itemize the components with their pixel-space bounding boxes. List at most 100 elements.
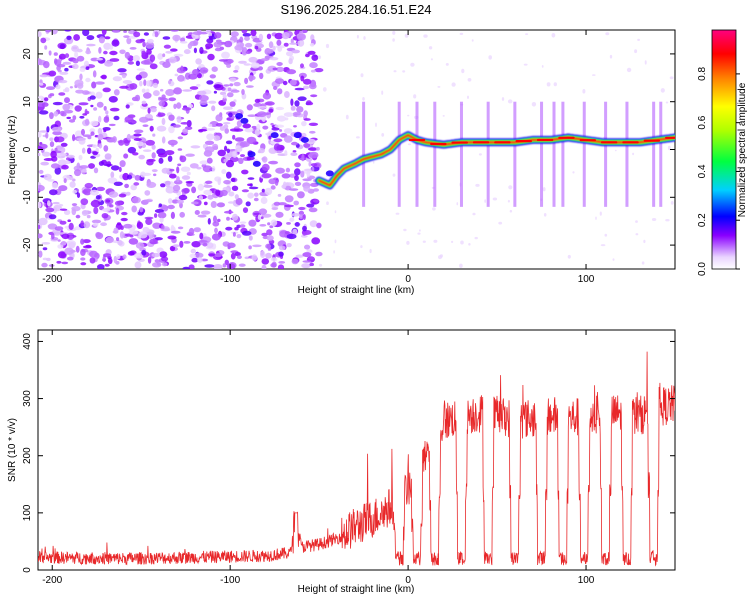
noise-blob: [243, 63, 251, 66]
noise-blob: [542, 187, 546, 192]
noise-blob: [168, 56, 177, 64]
noise-blob: [197, 183, 204, 191]
spectrogram-streaks: [362, 101, 663, 207]
noise-blob: [132, 55, 140, 62]
noise-blob: [58, 203, 64, 207]
noise-blob: [47, 200, 51, 207]
noise-blob: [147, 256, 152, 264]
noise-blob: [43, 61, 50, 69]
noise-blob: [96, 57, 103, 61]
noise-blob: [176, 176, 180, 183]
spectrogram-ytick-label: -10: [22, 190, 33, 205]
noise-blob: [50, 150, 57, 158]
noise-blob: [227, 201, 235, 204]
noise-blob: [170, 230, 181, 234]
noise-blob: [82, 188, 92, 196]
noise-blob: [199, 46, 204, 55]
noise-blob: [234, 147, 243, 152]
noise-blob: [217, 178, 221, 186]
noise-blob: [248, 186, 259, 190]
noise-blob: [139, 116, 149, 123]
noise-blob: [310, 163, 318, 167]
noise-blob: [199, 67, 209, 74]
noise-blob: [136, 221, 144, 229]
noise-blob: [204, 140, 215, 145]
noise-blob: [235, 113, 244, 120]
noise-blob: [125, 104, 130, 109]
noise-blob: [246, 136, 257, 145]
noise-blob: [311, 166, 315, 172]
noise-blob: [168, 125, 175, 134]
noise-blob: [123, 35, 130, 38]
noise-blob: [284, 150, 288, 156]
noise-blob: [213, 41, 222, 48]
noise-blob: [158, 203, 162, 207]
noise-blob: [173, 103, 177, 110]
noise-blob: [222, 93, 227, 99]
noise-blob: [157, 53, 164, 60]
noise-blob: [206, 133, 215, 141]
noise-blob: [211, 166, 216, 172]
noise-blob: [274, 124, 285, 128]
vertical-streak: [433, 101, 437, 207]
noise-blob: [161, 167, 170, 174]
noise-blob: [213, 264, 223, 269]
noise-blob: [72, 189, 78, 194]
noise-blob: [274, 180, 279, 186]
noise-blob: [182, 89, 193, 92]
noise-blob: [61, 233, 70, 240]
noise-blob: [84, 118, 90, 126]
noise-blob: [89, 128, 96, 133]
noise-blob: [68, 119, 76, 123]
vertical-streak: [561, 101, 565, 207]
noise-blob: [85, 50, 92, 55]
noise-blob: [257, 66, 263, 71]
noise-blob: [67, 256, 74, 261]
noise-blob: [231, 185, 239, 191]
noise-blob: [154, 31, 159, 38]
noise-blob: [392, 38, 395, 42]
noise-blob: [286, 51, 293, 57]
noise-blob: [42, 151, 51, 157]
noise-blob: [57, 69, 62, 73]
noise-blob: [114, 200, 122, 206]
noise-blob: [161, 224, 165, 230]
noise-blob: [276, 39, 282, 46]
noise-blob: [289, 79, 297, 86]
noise-blob: [261, 264, 267, 269]
noise-blob: [325, 43, 330, 49]
noise-blob: [665, 101, 669, 104]
noise-blob: [172, 244, 180, 248]
noise-blob: [182, 128, 189, 134]
noise-blob: [229, 128, 239, 132]
noise-blob: [289, 217, 295, 222]
noise-blob: [38, 58, 43, 66]
noise-blob: [219, 126, 225, 131]
noise-blob: [42, 247, 48, 251]
noise-blob: [407, 143, 412, 146]
noise-blob: [173, 179, 183, 185]
noise-blob: [85, 110, 90, 115]
noise-blob: [459, 263, 463, 268]
noise-blob: [157, 112, 166, 117]
noise-blob: [132, 152, 139, 156]
noise-blob: [309, 262, 315, 267]
noise-blob: [80, 198, 89, 206]
noise-blob: [161, 256, 169, 262]
noise-blob: [196, 166, 202, 170]
noise-blob: [240, 117, 249, 124]
noise-blob: [451, 240, 454, 243]
noise-blob: [152, 222, 162, 229]
noise-blob: [651, 218, 657, 221]
noise-blob: [632, 152, 635, 156]
noise-blob: [107, 177, 118, 184]
noise-blob: [363, 36, 366, 40]
noise-blob: [169, 168, 175, 172]
noise-blob: [294, 181, 302, 186]
noise-blob: [305, 53, 310, 58]
noise-blob: [297, 39, 305, 47]
noise-blob: [204, 146, 215, 153]
noise-blob: [262, 125, 269, 130]
vertical-streak: [540, 101, 544, 207]
